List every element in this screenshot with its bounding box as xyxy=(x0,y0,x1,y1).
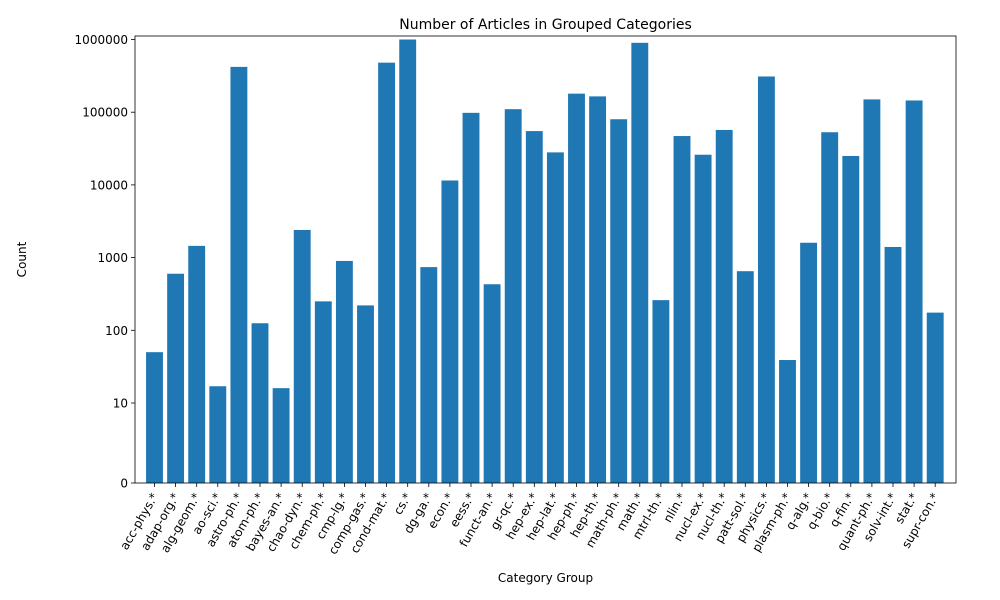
bar-atom-ph xyxy=(251,323,269,483)
bar-gr-qc xyxy=(504,109,522,483)
bar-hep-ex xyxy=(525,131,543,483)
bar-bayes-an xyxy=(272,388,290,483)
y-tick-label: 100000 xyxy=(82,106,128,120)
bar-astro-ph xyxy=(230,66,248,483)
bar-mtrl-th xyxy=(652,300,670,483)
x-axis-label: Category Group xyxy=(498,571,593,585)
bar-chem-ph xyxy=(314,301,332,483)
y-tick-label: 1000000 xyxy=(75,33,128,47)
bar-supr-con xyxy=(926,312,944,483)
bar-adap-org xyxy=(167,273,185,483)
bar-math-ph xyxy=(610,119,628,483)
x-axis: acc-phys.*adap-org.*alg-geom.*ao-sci.*as… xyxy=(117,483,942,557)
bar-stat xyxy=(905,100,923,483)
bar-q-bio xyxy=(821,132,839,483)
y-tick-label: 100 xyxy=(105,324,128,338)
bar-plasm-ph xyxy=(779,360,796,483)
bar-eess xyxy=(462,112,480,483)
bar-acc-phys xyxy=(146,352,163,483)
bar-solv-int xyxy=(884,246,902,483)
bar-quant-ph xyxy=(863,99,881,484)
bar-nucl-ex xyxy=(694,154,712,484)
bar-patt-sol xyxy=(736,271,754,483)
bar-physics xyxy=(757,76,775,483)
bar-hep-th xyxy=(589,96,607,483)
y-tick-label: 10000 xyxy=(90,178,128,192)
bar-hep-ph xyxy=(568,93,585,483)
y-tick-label: 1000 xyxy=(97,251,128,265)
bar-econ xyxy=(441,180,459,484)
bar-hep-lat xyxy=(546,152,564,483)
y-axis-label: Count xyxy=(15,241,29,277)
chart-title: Number of Articles in Grouped Categories xyxy=(399,17,692,33)
bar-nucl-th xyxy=(715,129,733,483)
bar-q-fin xyxy=(842,155,860,483)
bar-alg-geom xyxy=(188,245,206,483)
y-tick-label: 0 xyxy=(120,477,128,491)
bar-nlin xyxy=(673,136,691,484)
bar-cs xyxy=(399,39,417,483)
bar-chao-dyn xyxy=(293,229,311,483)
bar-comp-gas xyxy=(357,305,374,483)
bar-funct-an xyxy=(483,284,501,483)
bar-q-alg xyxy=(800,242,818,483)
bar-cmp-lg xyxy=(335,260,353,483)
bar-dg-ga xyxy=(420,267,438,483)
y-axis: 0 10 100 1000 10000 100000 1000000 xyxy=(75,33,135,491)
y-tick-label: 10 xyxy=(113,397,128,411)
bar-math xyxy=(631,42,649,483)
bars-group xyxy=(146,39,944,484)
plot-frame xyxy=(134,35,957,484)
bar-cond-mat xyxy=(378,62,396,484)
bar-ao-sci xyxy=(209,386,227,483)
